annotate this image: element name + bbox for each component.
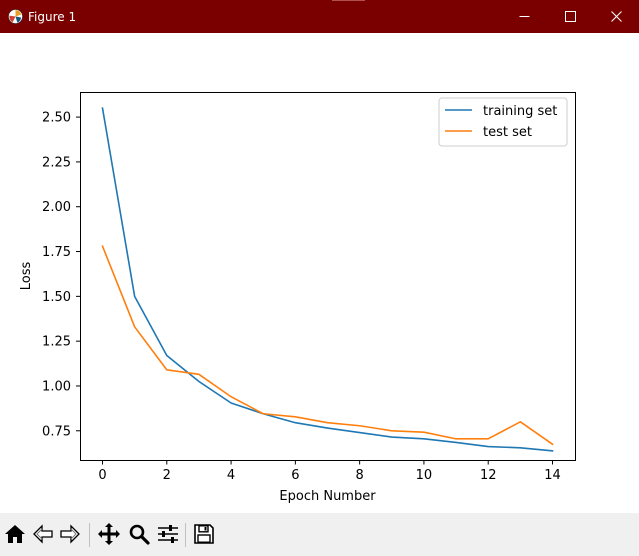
close-icon (610, 11, 622, 22)
x-tick-label: 0 (98, 468, 106, 483)
forward-button[interactable] (57, 521, 83, 547)
close-button[interactable] (593, 0, 639, 33)
x-tick-label: 2 (163, 468, 171, 483)
zoom-button[interactable] (126, 521, 152, 547)
configure-subplots-button[interactable] (155, 521, 181, 547)
legend-label: test set (483, 125, 532, 140)
y-tick-label: 1.00 (42, 379, 71, 394)
titlebar-accent-line (332, 0, 365, 1)
toolbar-separator (89, 523, 90, 547)
y-axis: 0.75 1.00 1.25 1.50 1.75 2.00 2.25 2.50 (42, 111, 81, 439)
y-tick-label: 1.75 (42, 245, 71, 260)
x-tick-label: 4 (227, 468, 235, 483)
pan-button[interactable] (96, 521, 122, 547)
forward-icon (60, 524, 80, 544)
x-tick-label: 8 (356, 468, 364, 483)
home-button[interactable] (2, 521, 28, 547)
configure-subplots-icon (158, 525, 178, 543)
y-axis-label: Loss (19, 262, 34, 291)
x-tick-label: 10 (416, 468, 433, 483)
x-tick-label: 14 (544, 468, 561, 483)
loss-chart: 0 2 4 6 8 10 12 14 0.75 1.00 1.25 1.50 1.75 2.00 2.25… (19, 92, 576, 504)
window-titlebar: Figure 1 (0, 0, 639, 33)
series-layer (101, 107, 554, 452)
y-tick-label: 1.50 (42, 290, 71, 305)
maximize-button[interactable] (547, 0, 593, 33)
save-icon (194, 524, 214, 544)
series-line-training-set (101, 107, 554, 452)
axes-frame (80, 92, 576, 461)
maximize-icon (564, 11, 576, 22)
figure-canvas[interactable]: 0 2 4 6 8 10 12 14 0.75 1.00 1.25 1.50 1.75 2.00 2.25… (0, 33, 639, 513)
y-tick-label: 2.00 (42, 200, 71, 215)
y-tick-label: 0.75 (42, 424, 71, 439)
zoom-icon (129, 524, 150, 545)
legend-label: training set (483, 104, 557, 119)
x-tick-label: 6 (291, 468, 299, 483)
minimize-icon (519, 16, 529, 17)
series-line-test-set (101, 245, 554, 446)
save-button[interactable] (191, 521, 217, 547)
minimize-button[interactable] (501, 0, 547, 33)
home-icon (5, 525, 25, 543)
navigation-toolbar (0, 513, 639, 556)
pan-icon (98, 523, 120, 545)
window-title: Figure 1 (28, 10, 77, 24)
back-button[interactable] (30, 521, 56, 547)
x-tick-label: 12 (480, 468, 497, 483)
x-axis: 0 2 4 6 8 10 12 14 (98, 460, 561, 483)
back-icon (33, 524, 53, 544)
matplotlib-app-icon (8, 9, 23, 24)
legend: training set test set (438, 97, 568, 147)
toolbar-separator (185, 523, 186, 547)
y-tick-label: 1.25 (42, 335, 71, 350)
y-tick-label: 2.25 (42, 155, 71, 170)
y-tick-label: 2.50 (42, 111, 71, 126)
x-axis-label: Epoch Number (279, 489, 376, 504)
